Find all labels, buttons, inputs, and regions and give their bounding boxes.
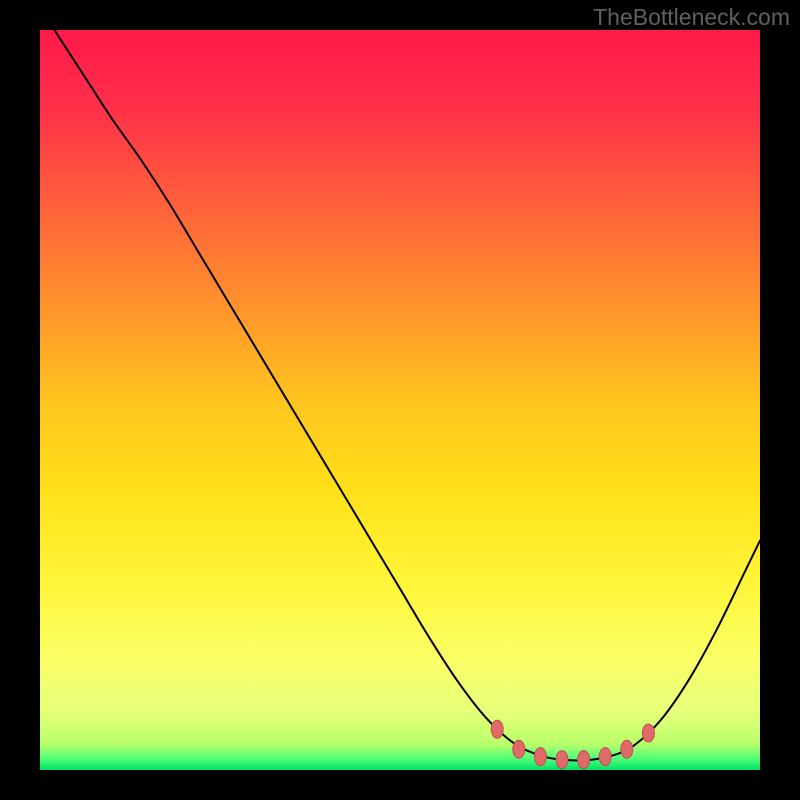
valley-marker (642, 724, 654, 742)
gradient-background (40, 30, 760, 770)
valley-marker (578, 751, 590, 769)
watermark-text: TheBottleneck.com (593, 4, 790, 31)
valley-marker (556, 751, 568, 769)
valley-marker (491, 720, 503, 738)
valley-marker (599, 748, 611, 766)
valley-marker (513, 740, 525, 758)
chart-container: TheBottleneck.com (0, 0, 800, 800)
plot-svg (40, 30, 760, 770)
valley-marker (621, 740, 633, 758)
plot-area (40, 30, 760, 770)
valley-marker (534, 748, 546, 766)
